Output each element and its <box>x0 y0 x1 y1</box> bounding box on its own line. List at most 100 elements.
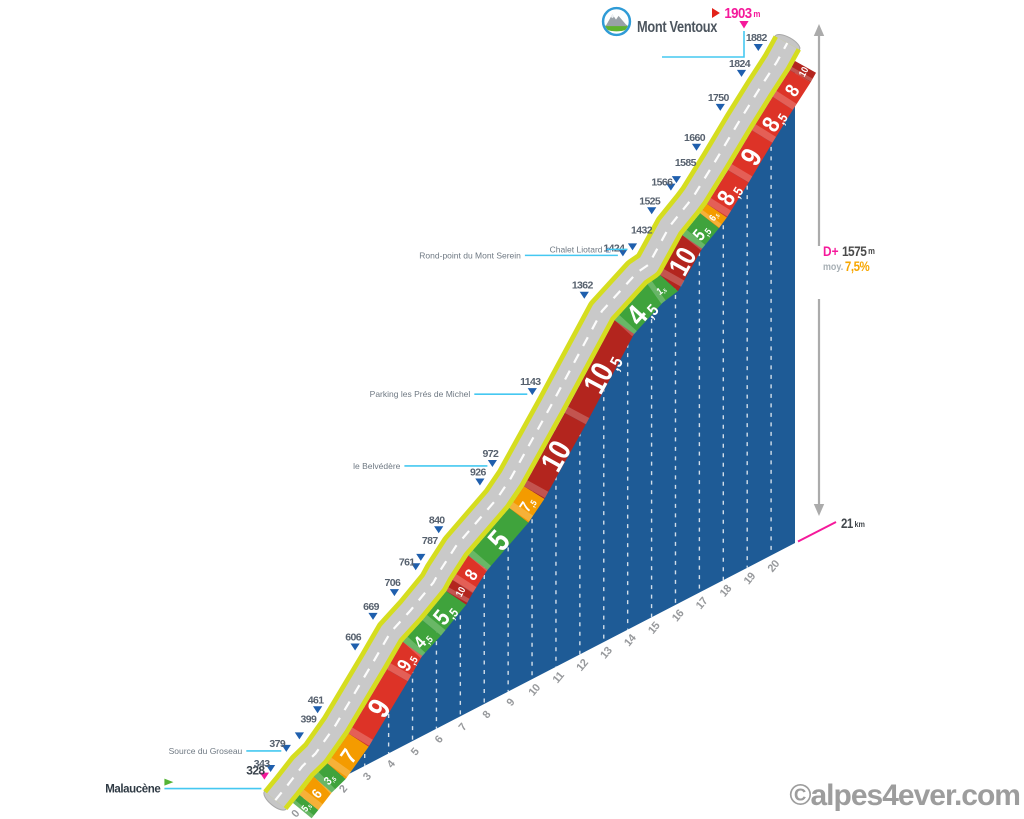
gradient-segment <box>348 669 408 747</box>
gradient-segment <box>387 641 423 682</box>
summit-name: Mont Ventoux <box>637 19 718 36</box>
altitude-label: 1566 <box>651 177 673 189</box>
km-tick-label: 14 <box>622 632 639 649</box>
altitude-marker-icon <box>618 249 628 257</box>
km-tick-label: 18 <box>718 583 735 600</box>
gradient-segment-bevel <box>728 164 753 183</box>
climb-stats: D+ 1575 m moy. 7,5% <box>823 243 884 274</box>
altitude-label: 840 <box>429 514 445 526</box>
altitude-label: 1525 <box>639 195 661 207</box>
gradient-segment <box>293 795 319 819</box>
altitude-label: 669 <box>363 601 379 613</box>
gradient-segment <box>402 620 441 656</box>
location-label: Rond-point du Mont Serein <box>419 250 521 260</box>
total-distance-unit: km <box>854 519 865 529</box>
gradient-segment <box>614 284 664 334</box>
gradient-segment-bevel <box>660 268 685 287</box>
altitude-marker-icon <box>691 143 702 151</box>
gradient-segment-bevel <box>751 124 776 143</box>
altitude-marker-icon <box>411 563 421 571</box>
summit-altitude-unit: m <box>753 9 761 19</box>
gradient-segment <box>790 61 816 83</box>
altitude-label: 1432 <box>631 224 653 236</box>
km-tick-label: 0 <box>289 808 302 819</box>
gradient-segment <box>707 170 749 218</box>
avg-gradient-value: 7,5% <box>844 259 870 274</box>
gradient-segment <box>452 555 488 593</box>
gradient-segment-bevel <box>387 663 412 682</box>
altitude-marker-icon <box>487 460 497 467</box>
summit-altitude: 1903 m <box>712 5 760 22</box>
altitude-marker-icon <box>647 207 657 215</box>
km-tick-label: 20 <box>766 558 783 575</box>
altitude-marker-icon <box>350 643 360 651</box>
altitude-marker-icon <box>368 612 378 620</box>
dplus-value: 1575 <box>841 243 867 259</box>
altitude-label: 926 <box>470 467 486 479</box>
elevation-arrow-up-icon <box>813 24 825 36</box>
watermark: ©alpes4ever.com <box>789 779 1021 812</box>
gradient-segment-bevel <box>313 772 336 794</box>
dplus-label: D+ <box>823 243 839 259</box>
gradient-segment-bevel <box>524 480 549 498</box>
gradient-segment-bevel <box>327 757 352 778</box>
gradient-segment <box>422 591 467 636</box>
km-tick-label: 9 <box>504 696 517 708</box>
km-tick-label: 7 <box>457 721 470 733</box>
altitude-label: 1585 <box>675 157 697 169</box>
altitude-marker-icon <box>579 291 589 299</box>
km-tick-label: 16 <box>670 608 687 625</box>
altitude-marker-icon <box>736 69 747 77</box>
km-tick-label: 8 <box>481 709 494 721</box>
km-tick-label: 12 <box>574 657 591 674</box>
gradient-label: 1,5 <box>655 283 669 298</box>
altitude-label: 706 <box>385 577 401 589</box>
altitude-marker-icon <box>313 706 323 714</box>
mountain-icon <box>601 6 632 37</box>
km-tick-label: 10 <box>527 682 544 699</box>
altitude-marker-icon <box>527 388 537 396</box>
summit-arrow-icon <box>712 8 720 18</box>
altitude-label: 1882 <box>746 32 768 44</box>
gradient-segment <box>468 508 529 570</box>
gradient-segment-bevel <box>348 727 373 746</box>
gradient-segment <box>700 203 727 229</box>
gradient-label: 10 <box>797 65 811 78</box>
start-label: Malaucène <box>105 784 160 796</box>
gradient-segment <box>509 486 545 523</box>
gradient-segment-bevel <box>564 406 590 425</box>
altitude-label: 343 <box>254 758 270 770</box>
altitude-label: 1660 <box>684 132 706 144</box>
altitude-label: 461 <box>308 694 324 706</box>
altitude-label: 1750 <box>708 92 730 104</box>
gradient-segment <box>313 763 346 793</box>
gradient-segment-bevel <box>293 800 314 819</box>
altitude-label: 972 <box>483 448 499 460</box>
hut-icon: ⌂ <box>606 244 611 254</box>
altitude-label: 787 <box>422 535 438 547</box>
gradient-segment-bevel <box>422 614 446 636</box>
altitude-marker-icon <box>294 732 304 740</box>
gradient-segment-bevel <box>647 280 666 304</box>
km-tick-label: 19 <box>742 570 759 587</box>
location-label: Chalet Liotard <box>550 244 603 254</box>
km-tick-label: 5 <box>409 746 422 758</box>
summit-marker-icon <box>739 21 749 29</box>
gradient-segment <box>524 412 586 499</box>
altitude-marker-icon <box>666 183 676 191</box>
gradient-segment-bevel <box>682 229 706 251</box>
start-arrow-icon <box>164 778 174 786</box>
distance-callout-line <box>797 521 837 543</box>
elevation-arrow-down-icon <box>813 504 825 516</box>
altitude-marker-icon <box>475 478 485 486</box>
gradient-segment-bevel <box>790 66 813 82</box>
km-tick-label: 3 <box>361 771 374 783</box>
altitude-marker-icon <box>753 44 763 51</box>
altitude-label: 399 <box>301 713 317 725</box>
altitude-label: 1824 <box>729 58 751 70</box>
altitude-label: 328 <box>246 764 265 778</box>
location-label: le Belvédère <box>353 461 401 471</box>
location-label: Parking les Prés de Michel <box>370 389 471 399</box>
altitude-marker-icon <box>281 744 291 752</box>
